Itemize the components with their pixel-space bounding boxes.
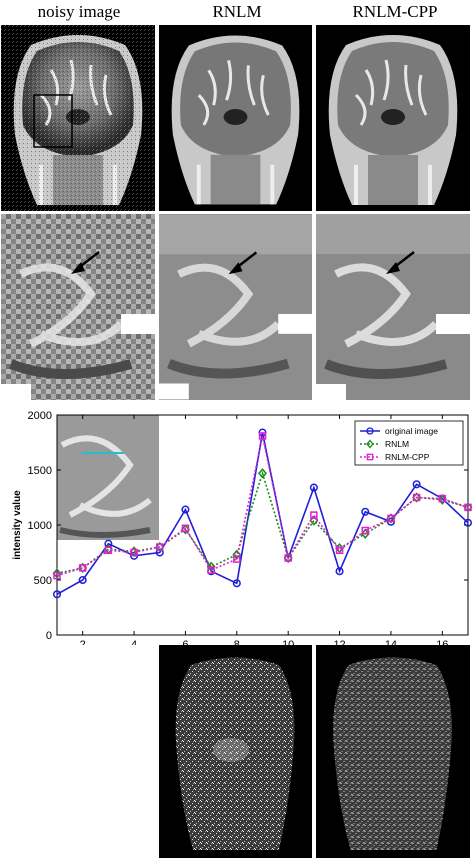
legend-marker [366, 427, 374, 435]
data-point [207, 566, 215, 574]
column-title-rnlm: RNLM [212, 2, 262, 21]
data-point [78, 564, 87, 572]
column-title-rnlm-cpp: RNLM-CPP [352, 2, 438, 21]
brain-coronal-image [171, 35, 300, 205]
mri-rnlm-full [159, 25, 312, 211]
data-point [156, 543, 164, 551]
data-point [284, 554, 292, 562]
zoom-noisy [1, 214, 155, 400]
mri-rnlm-cpp-full [316, 25, 470, 211]
legend-marker [366, 453, 374, 461]
data-point [53, 571, 61, 580]
data-point [181, 524, 190, 533]
data-point [387, 514, 395, 523]
brain-coronal-image [328, 35, 458, 205]
brain-coronal-image [1, 25, 155, 211]
legend-marker [366, 439, 374, 449]
x-tick-label: 4 [131, 639, 137, 645]
y-tick-label: 0 [46, 630, 52, 642]
data-point [361, 507, 370, 516]
y-tick-label: 1000 [28, 520, 52, 532]
data-point [412, 493, 421, 502]
data-point [258, 468, 267, 479]
residual-rnlm-cpp [316, 645, 470, 858]
series-line-rnlm-cpp [56, 435, 469, 577]
data-point [232, 579, 241, 588]
data-point [335, 567, 344, 576]
legend-label: original image [385, 426, 438, 436]
data-point [130, 548, 138, 557]
residual-rnlm [159, 645, 312, 858]
y-tick-label: 500 [34, 575, 52, 587]
data-point [335, 546, 344, 555]
y-tick-label: 2000 [28, 410, 52, 422]
series-line-rnlm [56, 470, 469, 575]
residual-noise-image [333, 657, 452, 850]
mri-noisy-full [1, 25, 155, 211]
data-point [52, 590, 62, 599]
column-title-noisy: noisy image [37, 2, 121, 21]
zoom-rnlm [159, 214, 312, 400]
inset-profile-image [57, 415, 159, 540]
zoom-rnlm-cpp [316, 214, 470, 400]
y-tick-label: 1500 [28, 465, 52, 477]
data-point [258, 432, 267, 440]
data-point [310, 511, 318, 519]
data-point [438, 494, 447, 503]
data-point [233, 555, 241, 563]
zoomed-crop-image [159, 214, 312, 400]
legend-label: RNLM-CPP [385, 452, 430, 462]
data-point [463, 518, 473, 527]
data-point [155, 548, 164, 557]
data-point [104, 546, 113, 555]
data-point [309, 483, 318, 492]
data-point [361, 526, 369, 535]
legend-label: RNLM [385, 439, 409, 449]
x-tick-label: 2 [80, 639, 86, 645]
zoomed-crop-image [1, 214, 155, 400]
data-point [181, 505, 190, 514]
y-axis-label: intensity value [12, 490, 23, 560]
intensity-profile-chart: 2 4 6 8 10 12 14 16 0 500 1000 1500 2000 intensity va… [0, 405, 474, 651]
data-point [78, 575, 87, 585]
data-point [464, 503, 472, 512]
data-point [232, 549, 242, 560]
residual-noise-image [175, 657, 295, 850]
roi-box [33, 94, 73, 148]
zoomed-crop-image [316, 214, 470, 400]
data-point [412, 480, 421, 489]
